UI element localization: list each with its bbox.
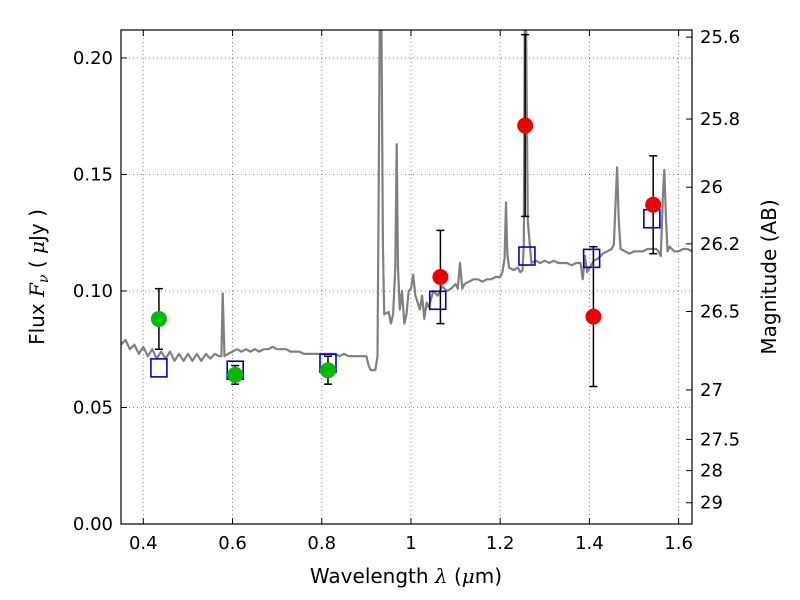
right-tick-label: 25.6 [700, 27, 740, 48]
model-square-marker [582, 248, 601, 269]
right-tick-label: 25.8 [700, 109, 740, 130]
x-tick-label: 1.4 [575, 533, 604, 554]
right-tick-label: 26.5 [700, 301, 740, 322]
model-square-marker [150, 358, 168, 378]
y-tick-label: 0.20 [73, 48, 113, 69]
tick-labels: 0.4 0.6 0.8 1 1.2 1.4 1.6 0.00 0.05 0.10 0.15 0.20 2… [73, 27, 740, 554]
right-tick-label: 27 [700, 380, 723, 401]
spectrum-layer [121, 30, 692, 372]
y-tick-label: 0.05 [73, 397, 113, 418]
errorbar-layer [154, 33, 658, 388]
y-tick-label: 0.10 [73, 281, 113, 302]
model-square-marker [518, 246, 536, 266]
y-tick-label: 0.00 [73, 514, 113, 535]
y-tick-label: 0.15 [73, 164, 113, 185]
photometry-point [517, 117, 534, 134]
x-tick-label: 0.6 [218, 533, 247, 554]
right-axis-label: Magnitude (AB) [757, 199, 781, 354]
photometry-point [227, 366, 244, 383]
photometry-point [150, 310, 167, 327]
x-axis-label: Wavelength λ (μm) [310, 564, 502, 588]
photometry-point [645, 196, 662, 213]
model-square-marker [428, 290, 447, 311]
x-tick-label: 0.4 [129, 533, 158, 554]
x-tick-label: 1.6 [664, 533, 693, 554]
grid [121, 30, 692, 525]
ticks [121, 30, 692, 525]
plot-frame [120, 29, 693, 525]
right-tick-label: 28 [700, 461, 723, 482]
photometry-point [585, 308, 602, 325]
right-tick-label: 27.5 [700, 429, 740, 450]
right-tick-label: 26.2 [700, 234, 740, 255]
right-tick-label: 29 [700, 493, 723, 514]
photometry-point [432, 269, 449, 285]
marker-layer [150, 117, 662, 383]
y-axis-label: Flux Fν ( μJy ) [25, 209, 52, 345]
photometry-point [319, 362, 336, 379]
x-tick-label: 0.8 [307, 533, 336, 554]
x-tick-label: 1.2 [486, 533, 515, 554]
right-tick-label: 26 [700, 177, 723, 198]
spectrum-line [121, 30, 692, 372]
x-tick-label: 1 [405, 533, 416, 554]
